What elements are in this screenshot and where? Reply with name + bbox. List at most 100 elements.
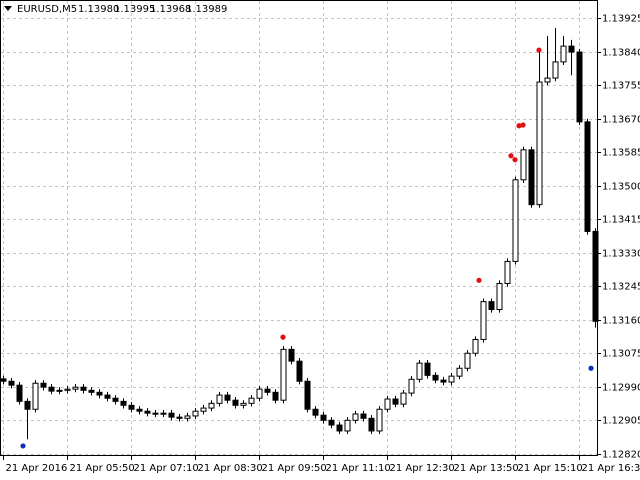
plot xyxy=(0,27,599,449)
menu-triangle[interactable] xyxy=(4,6,12,11)
candle-body xyxy=(176,416,183,419)
quote-high: 1.13995 xyxy=(114,4,155,15)
candle-body xyxy=(552,61,559,79)
y-tick-label: 1.12990 xyxy=(602,383,640,394)
candle-body xyxy=(152,412,159,415)
candle-body xyxy=(480,301,487,340)
grid xyxy=(1,1,597,455)
signal-dot xyxy=(476,277,482,283)
candle-body xyxy=(304,380,311,410)
candle-body xyxy=(448,375,455,383)
candle-body xyxy=(88,389,95,393)
candle-body xyxy=(56,389,63,392)
y-tick-label: 1.13330 xyxy=(602,249,640,260)
candle-body xyxy=(400,392,407,405)
candle-body xyxy=(184,415,191,419)
candle-body xyxy=(472,338,479,354)
candle-body xyxy=(208,402,215,409)
candle-body xyxy=(512,179,519,262)
candle-body xyxy=(232,399,239,406)
candle-body xyxy=(200,407,207,412)
candle-body xyxy=(344,419,351,432)
candle-body xyxy=(96,391,103,396)
y-tick-label: 1.13415 xyxy=(602,215,640,226)
candle-body xyxy=(368,417,375,432)
candle-body xyxy=(64,388,71,391)
y-tick-label: 1.13245 xyxy=(602,282,640,293)
candle-body xyxy=(112,397,119,402)
candle-body xyxy=(528,149,535,206)
candle-body xyxy=(40,382,47,388)
candle-body xyxy=(376,408,383,432)
candle-body xyxy=(584,121,591,232)
y-tick-label: 1.13075 xyxy=(602,349,640,360)
symbol-title: EURUSD,M5 xyxy=(17,4,77,15)
y-tick-label: 1.13500 xyxy=(602,182,640,193)
candle-body xyxy=(520,149,527,181)
candle-body xyxy=(336,424,343,432)
candle-body xyxy=(136,408,143,412)
y-tick-label: 1.12820 xyxy=(602,450,640,461)
y-tick-label: 1.13755 xyxy=(602,81,640,92)
y-tick-label: 1.12905 xyxy=(602,416,640,427)
quote-close: 1.13989 xyxy=(186,4,227,15)
y-tick-label: 1.13670 xyxy=(602,115,640,126)
signal-dot xyxy=(20,443,26,449)
candle-body xyxy=(144,410,151,414)
x-tick-label: 21 Apr 08:30 xyxy=(198,463,263,474)
candle-body xyxy=(8,380,15,386)
candle-body xyxy=(0,378,7,382)
signal-dot xyxy=(520,122,526,128)
candle-body xyxy=(464,352,471,369)
x-tick-label: 21 Apr 11:10 xyxy=(326,463,391,474)
candle-body xyxy=(328,419,335,426)
candle-body xyxy=(360,413,367,419)
candle-body xyxy=(216,394,223,404)
x-tick-label: 21 Apr 05:50 xyxy=(70,463,135,474)
y-tick-label: 1.13160 xyxy=(602,316,640,327)
x-tick-label: 21 Apr 2016 xyxy=(6,463,68,474)
signal-dot xyxy=(280,334,286,340)
candle-body xyxy=(320,414,327,421)
candle-body xyxy=(192,410,199,417)
candle-body xyxy=(504,260,511,284)
candle-body xyxy=(576,51,583,123)
candle-body xyxy=(488,301,495,311)
candle-body xyxy=(392,398,399,405)
candle-body xyxy=(568,45,575,53)
y-tick-label: 1.13925 xyxy=(602,14,640,25)
plot-frame xyxy=(0,0,598,456)
candle-body xyxy=(256,388,263,399)
candle-body xyxy=(120,400,127,406)
candle-body xyxy=(80,386,87,391)
candle-body xyxy=(560,45,567,63)
candle-body xyxy=(16,384,23,402)
signal-dot xyxy=(536,47,542,53)
x-tick-label: 21 Apr 15:10 xyxy=(518,463,583,474)
x-tick-label: 21 Apr 12:30 xyxy=(390,463,455,474)
candle-body xyxy=(456,367,463,377)
candle-body xyxy=(272,391,279,401)
candle-body xyxy=(408,378,415,394)
signal-dot xyxy=(588,365,594,371)
candle-body xyxy=(352,413,359,421)
y-tick-label: 1.13585 xyxy=(602,148,640,159)
candle-body xyxy=(424,362,431,376)
candle-body xyxy=(536,81,543,206)
quote-open: 1.13980 xyxy=(78,4,119,15)
candle-body xyxy=(240,402,247,406)
candle-body xyxy=(168,412,175,418)
signal-dot xyxy=(512,157,518,163)
quote-low: 1.13968 xyxy=(150,4,191,15)
x-tick-label: 21 Apr 09:50 xyxy=(262,463,327,474)
candle-body xyxy=(32,382,39,410)
candle-body xyxy=(288,348,295,362)
candle-body xyxy=(248,397,255,404)
candle-body xyxy=(160,412,167,415)
candle-body xyxy=(280,348,287,401)
candle-body xyxy=(224,394,231,401)
x-tick-label: 21 Apr 07:10 xyxy=(134,463,199,474)
candle-body xyxy=(384,398,391,410)
